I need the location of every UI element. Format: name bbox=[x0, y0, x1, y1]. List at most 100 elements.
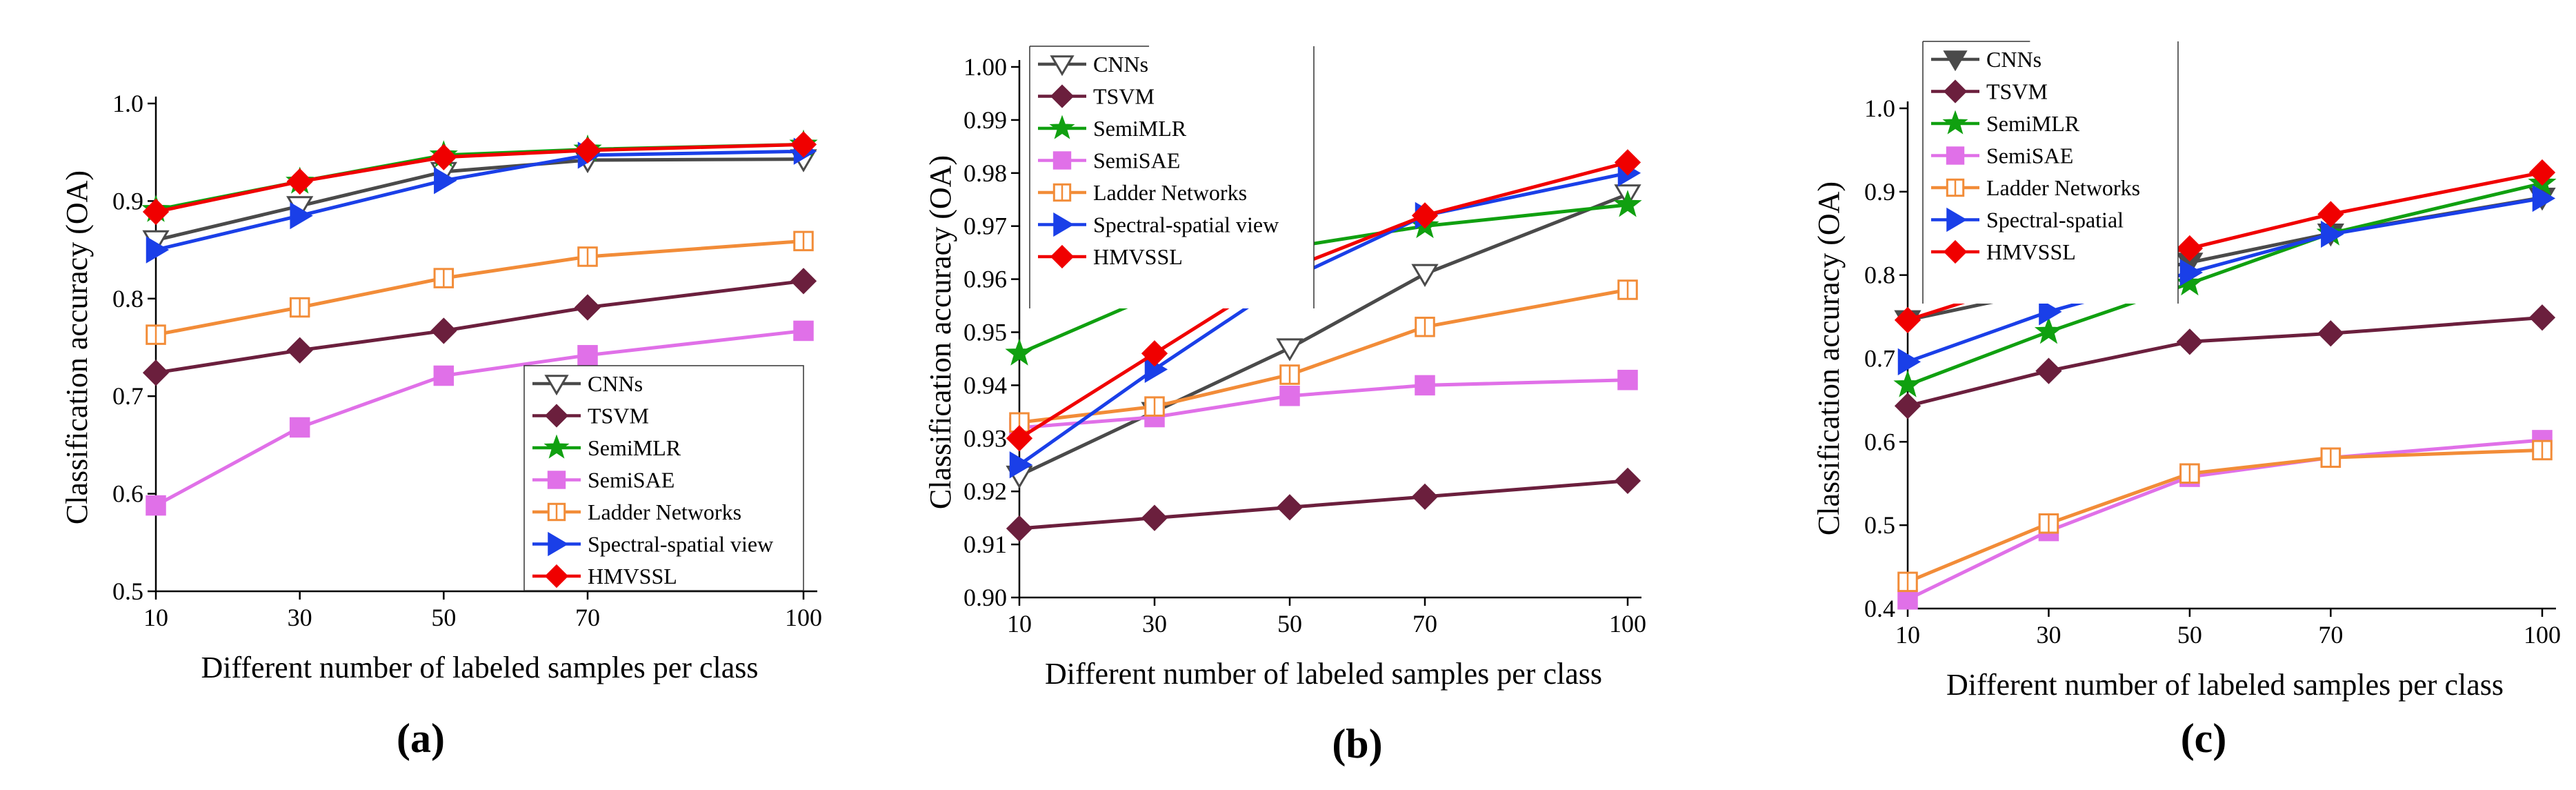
legend-item-label: Ladder Networks bbox=[1986, 175, 2140, 200]
y-tick-label: 0.9 bbox=[112, 187, 143, 215]
data-point bbox=[146, 495, 166, 516]
data-point bbox=[430, 317, 457, 344]
series-line bbox=[155, 239, 804, 337]
y-tick-label: 0.95 bbox=[963, 319, 1007, 346]
data-point bbox=[289, 417, 310, 438]
data-point bbox=[2317, 320, 2344, 347]
series-spectral-spatial bbox=[1897, 184, 2556, 375]
data-point bbox=[1411, 483, 1439, 511]
y-axis-label: Classification accuracy (OA) bbox=[60, 170, 94, 524]
legend-item-label: TSVM bbox=[588, 404, 649, 428]
legend-marker bbox=[1943, 50, 1968, 72]
x-tick-label: 50 bbox=[1277, 610, 1302, 638]
legend-marker bbox=[1946, 207, 1968, 233]
chart-panel-1: 0.5 0.6 0.7 0.8 0.9 1.0 10 30 50 70 100 Different n… bbox=[60, 90, 822, 761]
y-tick-label: 1.0 bbox=[1864, 95, 1895, 122]
legend-item-label: SemiMLR bbox=[1093, 116, 1187, 141]
legend-marker bbox=[547, 471, 566, 489]
series-tsvm bbox=[1006, 467, 1641, 542]
data-point bbox=[2317, 201, 2344, 228]
y-tick-label: 0.8 bbox=[112, 285, 143, 313]
legend-marker bbox=[1053, 212, 1075, 237]
data-point bbox=[1897, 348, 1921, 375]
data-point bbox=[1141, 504, 1168, 531]
legend-marker bbox=[1050, 84, 1075, 108]
legend-item-label: SemiSAE bbox=[1093, 148, 1180, 173]
series-tsvm bbox=[1894, 304, 2556, 419]
series-cnns bbox=[142, 149, 817, 254]
x-tick-label: 100 bbox=[785, 604, 822, 631]
legend-background bbox=[1030, 46, 1314, 308]
data-point bbox=[2321, 220, 2344, 248]
y-axis-label: Classification accuracy (OA) bbox=[923, 155, 957, 509]
series-hmvssl bbox=[142, 131, 817, 226]
data-point bbox=[577, 345, 598, 366]
legend-background bbox=[1923, 41, 2178, 304]
series-semisae bbox=[1897, 430, 2553, 610]
data-point bbox=[2528, 304, 2556, 331]
data-point bbox=[434, 167, 457, 195]
chart-panel-3: 0.4 0.5 0.6 0.7 0.8 0.9 1.0 10 30 50 70 100 Differen… bbox=[1812, 41, 2561, 761]
y-tick-label: 0.96 bbox=[963, 266, 1007, 293]
legend-item-label: Ladder Networks bbox=[1093, 180, 1247, 205]
data-point bbox=[1279, 386, 1300, 406]
y-tick-label: 0.6 bbox=[112, 480, 143, 508]
legend: CNNs TSVM SemiMLR SemiSAE Ladder Networks Spe… bbox=[523, 365, 804, 591]
legend-box bbox=[523, 365, 804, 591]
data-point bbox=[2179, 259, 2203, 286]
legend-marker bbox=[543, 434, 570, 459]
x-tick-label: 50 bbox=[431, 604, 456, 631]
data-point bbox=[2039, 298, 2062, 326]
y-tick-label: 0.99 bbox=[963, 106, 1007, 134]
legend-marker bbox=[548, 531, 569, 557]
series-line bbox=[1907, 448, 2543, 584]
data-point bbox=[1613, 190, 1642, 217]
x-axis-label: Different number of labeled samples per … bbox=[1946, 668, 2504, 702]
x-tick-label: 100 bbox=[2524, 621, 2561, 649]
legend-item-label: Spectral-spatial view bbox=[1093, 213, 1279, 237]
data-point bbox=[142, 198, 170, 226]
legend-item-label: SemiSAE bbox=[1986, 144, 2073, 168]
legend-item-label: CNNs bbox=[588, 371, 643, 396]
y-tick-label: 0.7 bbox=[1864, 345, 1895, 373]
series-line bbox=[1907, 315, 2543, 408]
legend-item-label: TSVM bbox=[1986, 79, 2048, 104]
legend-marker bbox=[544, 375, 569, 396]
legend: CNNs TSVM SemiMLR SemiSAE Ladder Networks Spe… bbox=[1029, 46, 1315, 308]
legend-marker bbox=[1942, 110, 1968, 135]
data-point bbox=[1141, 340, 1168, 367]
data-point bbox=[1276, 494, 1304, 521]
legend-item-label: Spectral-spatial bbox=[1986, 208, 2124, 233]
x-tick-label: 30 bbox=[288, 604, 312, 631]
data-point bbox=[790, 131, 817, 158]
y-axis-label: Classification accuracy (OA) bbox=[1812, 181, 1846, 535]
data-point bbox=[1894, 393, 1921, 419]
legend-item-label: TSVM bbox=[1093, 84, 1155, 109]
legend-item-label: HMVSSL bbox=[1093, 244, 1183, 269]
panel-label: (c) bbox=[2181, 715, 2227, 761]
y-tick-label: 0.4 bbox=[1864, 595, 1895, 622]
x-tick-label: 100 bbox=[1609, 610, 1646, 638]
y-tick-label: 0.9 bbox=[1864, 178, 1895, 206]
series-ladder-networks bbox=[146, 230, 814, 345]
legend-marker bbox=[1943, 239, 1968, 264]
y-tick-label: 1.00 bbox=[963, 53, 1007, 81]
panel-label: (b) bbox=[1332, 721, 1382, 767]
legend-marker bbox=[1050, 55, 1075, 77]
legend-item-label: CNNs bbox=[1986, 47, 2041, 72]
data-point bbox=[574, 137, 601, 164]
y-tick-label: 0.6 bbox=[1864, 428, 1895, 455]
y-tick-label: 1.0 bbox=[112, 90, 143, 117]
series-line bbox=[1019, 378, 1628, 430]
legend-marker bbox=[544, 404, 569, 428]
series-line bbox=[1906, 438, 2543, 601]
data-point bbox=[1005, 338, 1034, 366]
x-tick-label: 10 bbox=[1895, 621, 1920, 649]
data-point bbox=[2528, 159, 2556, 186]
y-tick-label: 0.98 bbox=[963, 159, 1007, 187]
data-point bbox=[146, 236, 170, 264]
data-point bbox=[1006, 515, 1033, 542]
x-tick-label: 30 bbox=[2036, 621, 2061, 649]
x-tick-label: 70 bbox=[1412, 610, 1437, 638]
data-point bbox=[793, 320, 814, 342]
